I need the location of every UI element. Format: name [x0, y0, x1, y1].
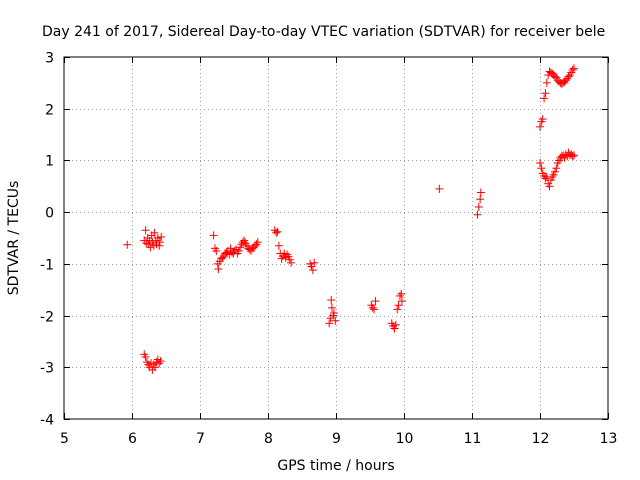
data-point [390, 324, 399, 333]
data-point [395, 291, 404, 300]
data-point [397, 297, 406, 306]
x-axis-label: GPS time / hours [277, 458, 394, 474]
y-axis-label: SDTVAR / TECUs [6, 181, 22, 296]
data-point [146, 243, 155, 252]
data-point [156, 357, 165, 366]
x-tick-label: 6 [128, 431, 137, 447]
data-point [273, 227, 282, 236]
data-point [148, 238, 157, 247]
data-point [310, 258, 319, 267]
data-point [435, 184, 444, 193]
data-point [234, 246, 243, 255]
y-tick-labels: -4 -3 -2 -1 0 1 2 3 [40, 51, 54, 429]
data-point [537, 164, 546, 173]
data-point [283, 250, 292, 259]
data-point [325, 319, 334, 328]
data-points [123, 64, 578, 374]
data-point [274, 241, 283, 250]
data-point [371, 297, 380, 306]
data-point [155, 359, 164, 368]
y-tick-label: 0 [45, 206, 54, 222]
data-point [153, 234, 162, 242]
data-point [150, 228, 159, 237]
chart-title: Day 241 of 2017, Sidereal Day-to-day VTE… [42, 24, 605, 40]
data-point [568, 152, 577, 161]
data-point [368, 303, 377, 312]
data-point [218, 253, 227, 262]
x-tick-label: 10 [396, 431, 414, 447]
data-point [536, 159, 544, 168]
y-tick-label: -2 [40, 310, 54, 326]
data-point [209, 231, 218, 240]
data-point [476, 195, 485, 204]
data-point [570, 151, 578, 160]
data-point [253, 238, 262, 247]
data-point [538, 115, 547, 124]
data-point [568, 65, 577, 74]
data-point [370, 305, 379, 314]
data-point [550, 167, 559, 176]
data-point [252, 240, 261, 249]
data-point [548, 172, 557, 181]
data-point [155, 238, 164, 247]
data-point [394, 301, 403, 310]
data-point [474, 202, 483, 211]
y-tick-label: 1 [45, 154, 54, 170]
data-point [123, 240, 132, 249]
data-point [541, 89, 550, 98]
data-point [141, 352, 150, 361]
data-point [542, 78, 551, 87]
y-tick-label: -1 [40, 258, 54, 274]
y-tick-label: 3 [45, 51, 54, 67]
data-point [552, 164, 561, 173]
data-point [564, 72, 573, 81]
data-point [272, 228, 281, 237]
x-tick-label: 8 [264, 431, 273, 447]
data-point [329, 308, 338, 317]
axis-ticks [64, 57, 609, 420]
x-tick-label: 5 [60, 431, 69, 447]
data-point [287, 258, 296, 267]
data-point [536, 122, 544, 131]
data-point [226, 244, 235, 253]
data-point [308, 266, 317, 275]
data-point [331, 316, 340, 325]
y-tick-label: -3 [40, 361, 54, 377]
data-point [397, 289, 406, 298]
data-point [541, 174, 550, 183]
data-point [327, 296, 336, 305]
x-tick-label: 7 [196, 431, 205, 447]
data-point [545, 182, 554, 191]
x-tick-label: 9 [332, 431, 341, 447]
data-point [473, 210, 482, 219]
data-point [540, 94, 549, 103]
data-point [570, 64, 578, 73]
data-point [157, 232, 166, 241]
data-point [476, 188, 485, 197]
grid [64, 57, 608, 419]
data-point [155, 241, 164, 250]
data-point [327, 303, 336, 312]
data-point [212, 246, 221, 255]
data-point [393, 305, 402, 314]
x-tick-label: 13 [600, 431, 618, 447]
data-point [151, 363, 160, 372]
x-tick-label: 12 [532, 431, 550, 447]
data-point [391, 320, 400, 329]
y-tick-label: 2 [45, 103, 54, 119]
x-tick-label: 11 [464, 431, 482, 447]
x-tick-labels: 5 6 7 8 9 10 11 12 13 [60, 431, 617, 447]
y-tick-label: -4 [40, 413, 54, 429]
data-point [141, 226, 150, 235]
data-point [214, 265, 223, 274]
